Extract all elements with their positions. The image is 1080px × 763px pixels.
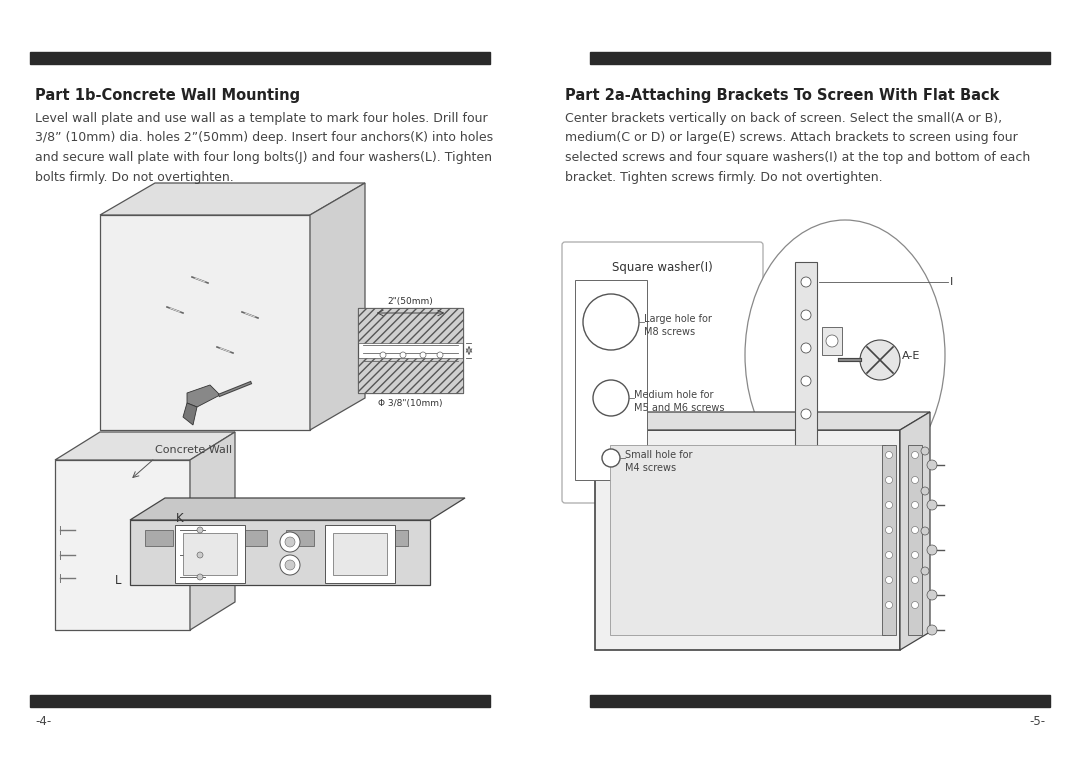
Bar [380, 530, 408, 546]
Text: Level wall plate and use wall as a template to mark four holes. Drill four
3/8” : Level wall plate and use wall as a templ… [35, 112, 494, 183]
Bar [183, 533, 237, 575]
Bar [610, 445, 885, 635]
Text: A-E: A-E [902, 351, 920, 361]
Text: Square washer(I): Square washer(I) [612, 261, 713, 274]
Bar [357, 308, 463, 393]
Text: Φ 3/8"(10mm): Φ 3/8"(10mm) [378, 399, 443, 408]
Circle shape [927, 460, 937, 470]
Polygon shape [595, 412, 930, 430]
Circle shape [921, 567, 929, 575]
Circle shape [886, 452, 892, 459]
Circle shape [912, 552, 918, 559]
Circle shape [927, 500, 937, 510]
Circle shape [860, 340, 900, 380]
Circle shape [921, 487, 929, 495]
Circle shape [280, 532, 300, 552]
Circle shape [801, 409, 811, 419]
Circle shape [583, 294, 639, 350]
Text: 2"(50mm): 2"(50mm) [388, 297, 433, 306]
Ellipse shape [745, 220, 945, 490]
Circle shape [380, 352, 386, 358]
Bar [357, 308, 463, 343]
Bar [286, 530, 314, 546]
Bar [30, 695, 490, 707]
Text: Small hole for
M4 screws: Small hole for M4 screws [625, 450, 692, 473]
Circle shape [197, 552, 203, 558]
Polygon shape [310, 183, 365, 430]
Bar [590, 52, 1050, 64]
Polygon shape [900, 412, 930, 650]
Circle shape [927, 590, 937, 600]
Bar [357, 358, 463, 393]
Polygon shape [130, 520, 430, 585]
Circle shape [886, 601, 892, 609]
Polygon shape [183, 403, 197, 425]
Text: I: I [950, 277, 954, 287]
Text: Center brackets vertically on back of screen. Select the small(A or B),
medium(C: Center brackets vertically on back of sc… [565, 112, 1030, 183]
Circle shape [886, 526, 892, 533]
Bar [325, 525, 395, 583]
Bar [590, 695, 1050, 707]
Circle shape [801, 376, 811, 386]
Polygon shape [595, 430, 900, 650]
Circle shape [420, 352, 426, 358]
Polygon shape [55, 432, 235, 460]
Circle shape [886, 552, 892, 559]
Bar [239, 530, 267, 546]
Circle shape [801, 310, 811, 320]
Bar [192, 530, 220, 546]
Bar [145, 530, 173, 546]
Circle shape [801, 277, 811, 287]
Text: -4-: -4- [35, 715, 51, 728]
Circle shape [197, 574, 203, 580]
Circle shape [197, 527, 203, 533]
FancyBboxPatch shape [562, 242, 762, 503]
Circle shape [912, 501, 918, 508]
Polygon shape [795, 262, 816, 447]
Circle shape [912, 526, 918, 533]
Circle shape [921, 527, 929, 535]
Circle shape [912, 477, 918, 484]
Bar [30, 52, 490, 64]
Circle shape [285, 537, 295, 547]
Circle shape [593, 380, 629, 416]
Circle shape [912, 577, 918, 584]
Polygon shape [190, 432, 235, 630]
Text: Concrete Wall: Concrete Wall [156, 445, 232, 455]
Polygon shape [187, 385, 220, 407]
Circle shape [912, 452, 918, 459]
Circle shape [886, 577, 892, 584]
Circle shape [912, 601, 918, 609]
Text: Large hole for
M8 screws: Large hole for M8 screws [644, 314, 712, 337]
Bar [575, 280, 647, 480]
Circle shape [886, 477, 892, 484]
Circle shape [602, 449, 620, 467]
Text: K: K [176, 511, 184, 524]
Circle shape [285, 560, 295, 570]
Polygon shape [100, 215, 310, 430]
Text: -5-: -5- [1029, 715, 1045, 728]
Text: Part 1b-Concrete Wall Mounting: Part 1b-Concrete Wall Mounting [35, 88, 300, 103]
Text: L: L [114, 574, 121, 587]
Bar [882, 445, 896, 635]
Circle shape [921, 447, 929, 455]
Circle shape [886, 501, 892, 508]
Text: Part 2a-Attaching Brackets To Screen With Flat Back: Part 2a-Attaching Brackets To Screen Wit… [565, 88, 999, 103]
Circle shape [927, 545, 937, 555]
Circle shape [437, 352, 443, 358]
Circle shape [826, 335, 838, 347]
Bar [822, 327, 842, 355]
Polygon shape [130, 498, 465, 520]
Bar [333, 533, 387, 575]
Bar [333, 530, 361, 546]
Circle shape [280, 555, 300, 575]
Circle shape [801, 343, 811, 353]
Circle shape [400, 352, 406, 358]
Circle shape [927, 625, 937, 635]
Bar [908, 445, 922, 635]
Polygon shape [55, 460, 190, 630]
Polygon shape [100, 183, 365, 215]
Text: Medium hole for
M5 and M6 screws: Medium hole for M5 and M6 screws [634, 390, 725, 414]
Bar [175, 525, 245, 583]
